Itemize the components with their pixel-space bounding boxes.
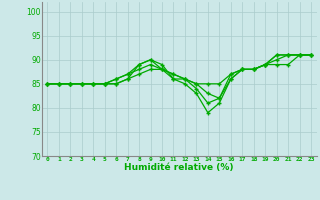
X-axis label: Humidité relative (%): Humidité relative (%) bbox=[124, 163, 234, 172]
